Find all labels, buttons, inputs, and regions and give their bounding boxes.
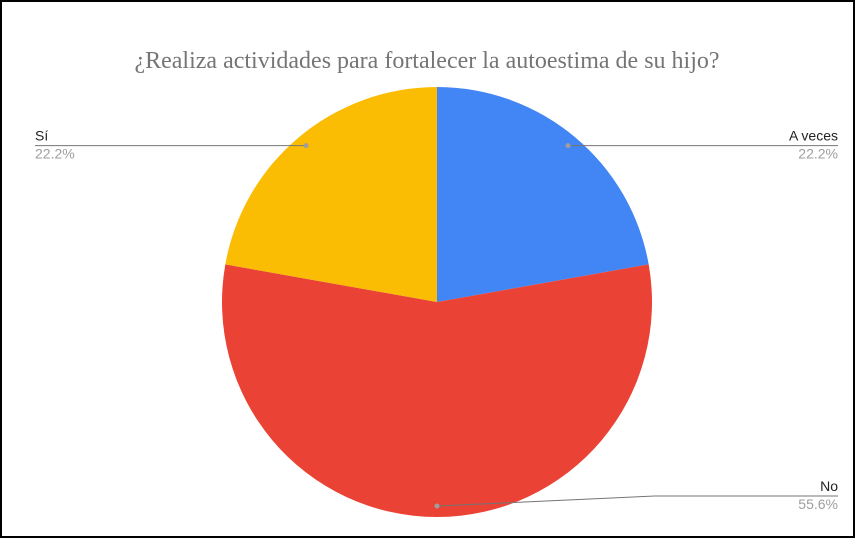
pie-slice — [437, 87, 649, 302]
slice-label: No — [820, 478, 838, 494]
leader-dot — [434, 503, 440, 509]
pie-slice — [221, 264, 652, 517]
slice-label: A veces — [789, 128, 838, 144]
leader-dot — [565, 143, 571, 149]
slice-value-label: 22.2% — [35, 146, 75, 162]
slice-value-label: 22.2% — [798, 146, 838, 162]
pie-slice — [225, 87, 437, 302]
slice-value-label: 55.6% — [798, 496, 838, 512]
leader-dot — [303, 143, 309, 149]
leader-line — [436, 495, 838, 507]
slice-label: Sí — [35, 128, 48, 144]
chart-title: ¿Realiza actividades para fortalecer la … — [134, 48, 719, 74]
